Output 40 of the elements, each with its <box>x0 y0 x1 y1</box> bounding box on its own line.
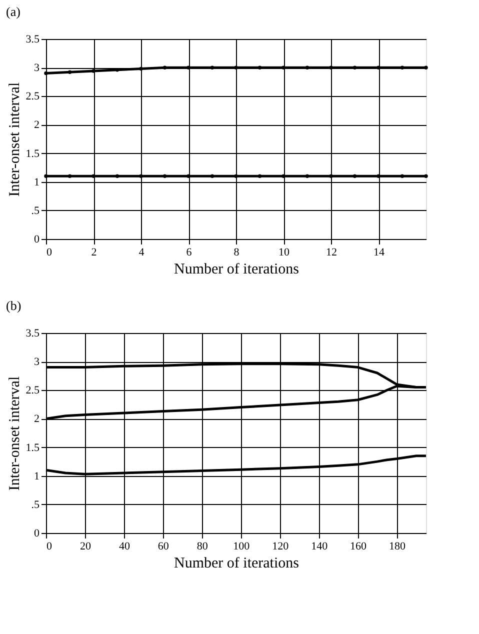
y-tick-label: 2 <box>34 413 40 426</box>
y-tick-label: 1 <box>34 470 40 482</box>
x-tick-label: 40 <box>118 540 130 552</box>
y-tick-label: 2.5 <box>26 384 40 397</box>
x-tick-label: 6 <box>186 246 192 258</box>
y-tick-label: 1 <box>34 176 40 188</box>
y-tick-label: 3.5 <box>26 328 40 340</box>
x-tick-label: 2 <box>91 246 97 258</box>
y-tick-label: .5 <box>31 498 40 511</box>
x-tick-label: 180 <box>389 540 406 552</box>
x-axis-title: Number of iterations <box>174 556 300 572</box>
y-tick-label: 3.5 <box>26 34 40 46</box>
x-tick-label: 0 <box>46 246 52 258</box>
y-tick-label: 2 <box>34 119 40 132</box>
y-tick-label: 1.5 <box>26 442 40 454</box>
x-tick-label: 160 <box>350 540 368 552</box>
x-tick-label: 10 <box>278 246 290 258</box>
x-tick-label: 4 <box>138 246 145 258</box>
y-tick-label: 2.5 <box>26 90 40 103</box>
x-tick-label: 14 <box>374 246 385 258</box>
x-tick-label: 120 <box>272 540 290 552</box>
x-tick-label: 12 <box>326 246 337 258</box>
y-axis-title: Inter-onset interval <box>6 376 23 491</box>
x-tick-label: 20 <box>80 540 92 552</box>
x-tick-label: 60 <box>158 540 170 552</box>
x-tick-label: 0 <box>46 540 52 552</box>
y-tick-label: 3 <box>34 356 40 368</box>
y-tick-label: 0 <box>34 234 40 246</box>
y-tick-label: 0 <box>34 528 40 540</box>
x-tick-label: 8 <box>234 246 240 258</box>
x-tick-label: 80 <box>196 540 208 552</box>
y-tick-label: .5 <box>31 204 40 217</box>
y-tick-label: 1.5 <box>26 148 40 160</box>
x-tick-label: 100 <box>233 540 250 552</box>
chart-title: (b) <box>6 298 22 313</box>
y-tick-label: 3 <box>34 62 40 74</box>
x-axis-title: Number of iterations <box>174 262 300 278</box>
x-tick-label: 140 <box>311 540 328 552</box>
chart-title: (a) <box>6 4 20 19</box>
y-axis-title: Inter-onset interval <box>6 82 23 197</box>
